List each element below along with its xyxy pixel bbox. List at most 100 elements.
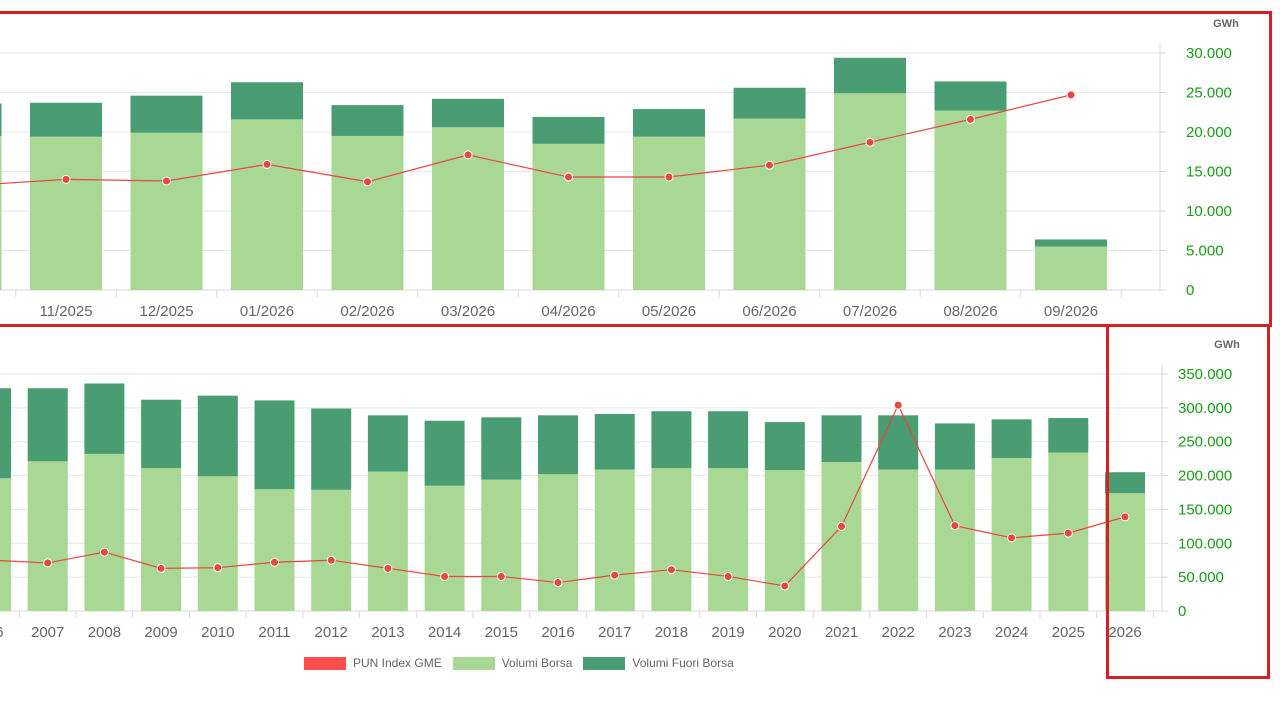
bar-volumi-fuori-borsa: [878, 415, 919, 470]
x-tick-label: 2023: [938, 624, 971, 641]
bar-volumi-borsa: [331, 135, 404, 290]
point-pun-index: [99, 547, 109, 557]
x-tick-label: 2008: [88, 624, 121, 641]
point-pun-index: [610, 570, 620, 580]
bar-volumi-fuori-borsa: [197, 395, 238, 477]
x-tick-label: 2009: [144, 624, 177, 641]
bar-volumi-fuori-borsa: [594, 413, 635, 470]
point-pun-index: [837, 521, 846, 531]
bar-volumi-borsa: [0, 135, 2, 290]
x-tick-label: 12/2025: [139, 303, 193, 320]
x-tick-label: 07/2026: [843, 303, 897, 320]
bar-volumi-fuori-borsa: [821, 415, 862, 463]
point-pun-index: [1007, 533, 1017, 543]
bar-volumi-borsa: [0, 478, 11, 611]
bar-volumi-borsa: [30, 136, 102, 290]
bar-volumi-fuori-borsa: [633, 109, 705, 137]
bar-volumi-fuori-borsa: [84, 383, 125, 454]
bar-volumi-fuori-borsa: [481, 417, 522, 480]
point-pun-index: [780, 581, 790, 591]
point-pun-index: [463, 150, 473, 160]
bar-volumi-fuori-borsa: [708, 411, 749, 469]
bar-volumi-borsa: [532, 143, 605, 290]
x-tick-label: 2013: [371, 624, 404, 641]
x-tick-label: 2025: [1052, 624, 1085, 641]
bar-volumi-borsa: [84, 453, 125, 611]
bar-volumi-borsa: [821, 462, 862, 611]
bar-volumi-fuori-borsa: [311, 408, 352, 490]
x-tick-label: 01/2026: [240, 303, 294, 320]
bar-volumi-fuori-borsa: [733, 87, 806, 119]
y-axis-unit: GWh: [1214, 339, 1240, 351]
bar-volumi-fuori-borsa: [651, 411, 692, 469]
bar-volumi-borsa: [367, 471, 408, 611]
point-pun-index: [270, 557, 279, 567]
bar-volumi-fuori-borsa: [30, 102, 102, 137]
point-pun-index: [162, 176, 171, 186]
x-tick-label: 2015: [485, 624, 518, 641]
point-pun-index: [950, 521, 960, 531]
x-tick-label: 2017: [598, 624, 631, 641]
point-pun-index: [664, 172, 674, 182]
bar-volumi-fuori-borsa: [1105, 472, 1145, 494]
bar-volumi-borsa: [197, 476, 238, 611]
x-tick-label: 05/2026: [642, 303, 696, 320]
bar-volumi-fuori-borsa: [331, 105, 404, 136]
bar-volumi-fuori-borsa: [231, 82, 303, 120]
chart-monthly: 0 5.000 10.000 15.000 20.000 25.000 30.000 GWh 0…: [0, 18, 1239, 320]
bar-volumi-borsa: [424, 485, 465, 611]
bar-volumi-fuori-borsa: [432, 98, 504, 128]
point-pun-index: [765, 160, 774, 170]
x-tick-label: 2014: [428, 624, 461, 641]
y-tick-label: 0: [1186, 282, 1194, 299]
y-tick-label: 300.000: [1178, 400, 1232, 417]
point-pun-index: [156, 563, 166, 573]
bar-volumi-borsa: [311, 489, 352, 611]
point-pun-index: [553, 578, 563, 588]
y-tick-label: 0: [1178, 603, 1186, 620]
bar-volumi-borsa: [934, 469, 975, 611]
point-pun-index: [893, 400, 903, 410]
x-tick-label: 2019: [711, 624, 744, 641]
y-tick-label: 10.000: [1186, 203, 1232, 220]
point-pun-index: [262, 159, 272, 169]
bar-volumi-fuori-borsa: [367, 415, 408, 472]
bar-volumi-borsa: [708, 468, 749, 611]
x-tick-label: 03/2026: [441, 303, 495, 320]
legend-label-borsa: Volumi Borsa: [501, 656, 573, 670]
bar-volumi-borsa: [231, 119, 303, 290]
bar-volumi-fuori-borsa: [834, 57, 906, 94]
x-tick-label: 2024: [995, 624, 1028, 641]
point-pun-index: [966, 114, 975, 124]
y-tick-label: 30.000: [1186, 45, 1232, 62]
point-pun-index: [383, 563, 393, 573]
bar-volumi-fuori-borsa: [27, 388, 68, 462]
legend-label-pun: PUN Index GME: [353, 656, 442, 670]
bar-volumi-borsa: [130, 132, 203, 290]
line-pun-index: [0, 94, 1072, 185]
bar-volumi-borsa: [141, 468, 182, 611]
legend-item-pun[interactable]: PUN Index GME: [304, 656, 442, 670]
point-pun-index: [865, 137, 875, 147]
y-tick-label: 5.000: [1186, 243, 1224, 260]
bar-volumi-fuori-borsa: [1035, 239, 1107, 247]
bar-volumi-borsa: [651, 468, 692, 611]
point-pun-index: [61, 174, 71, 184]
x-tick-label: 09/2026: [1044, 303, 1098, 320]
bar-volumi-fuori-borsa: [0, 103, 2, 136]
point-pun-index: [43, 558, 53, 568]
legend-item-borsa[interactable]: Volumi Borsa: [452, 656, 573, 670]
bar-volumi-fuori-borsa: [1048, 418, 1089, 453]
x-tick-label: 02/2026: [340, 303, 394, 320]
y-tick-label: 25.000: [1186, 85, 1232, 102]
y-tick-label: 150.000: [1178, 501, 1232, 518]
legend-swatch-pun: [304, 656, 346, 670]
legend-item-fuori-borsa[interactable]: Volumi Fuori Borsa: [583, 656, 734, 670]
point-pun-index: [1066, 90, 1076, 100]
x-tick-label: 2021: [825, 624, 858, 641]
bar-volumi-borsa: [27, 461, 68, 611]
bar-volumi-fuori-borsa: [764, 422, 805, 471]
x-tick-label: 04/2026: [541, 303, 595, 320]
point-pun-index: [440, 571, 450, 581]
